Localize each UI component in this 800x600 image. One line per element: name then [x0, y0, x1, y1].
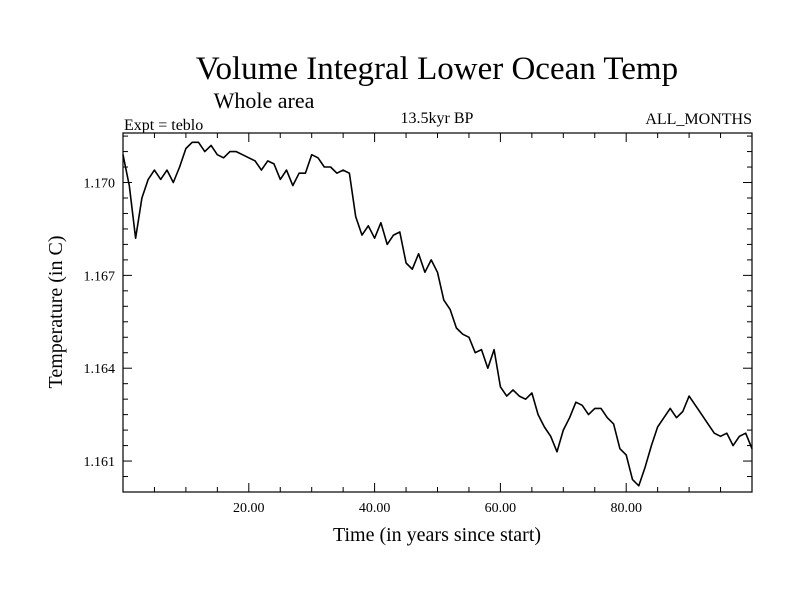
- x-tick-label: 40.00: [359, 501, 391, 516]
- x-axis-label: Time (in years since start): [333, 524, 541, 546]
- months-annotation: ALL_MONTHS: [645, 111, 752, 128]
- x-tick-label: 80.00: [610, 501, 642, 516]
- expt-annotation: Expt = teblo: [124, 117, 203, 134]
- axis-tick-labels: 20.00 40.00 60.00 80.00 1.161 1.164 1.167 1.170: [84, 177, 642, 516]
- series-line: [122, 141, 753, 487]
- period-annotation: 13.5kyr BP: [401, 110, 474, 127]
- y-tick-label: 1.170: [84, 177, 116, 192]
- plot-frame: [122, 132, 753, 493]
- x-tick-label: 60.00: [485, 501, 517, 516]
- chart-title: Volume Integral Lower Ocean Temp: [196, 51, 678, 87]
- x-tick-label: 20.00: [233, 501, 265, 516]
- y-axis-label: Temperature (in C): [45, 236, 67, 389]
- y-tick-label: 1.167: [84, 269, 116, 284]
- axis-ticks: [123, 133, 752, 493]
- y-tick-label: 1.164: [84, 362, 116, 377]
- chart-subtitle: Whole area: [214, 88, 315, 113]
- y-tick-label: 1.161: [84, 455, 116, 470]
